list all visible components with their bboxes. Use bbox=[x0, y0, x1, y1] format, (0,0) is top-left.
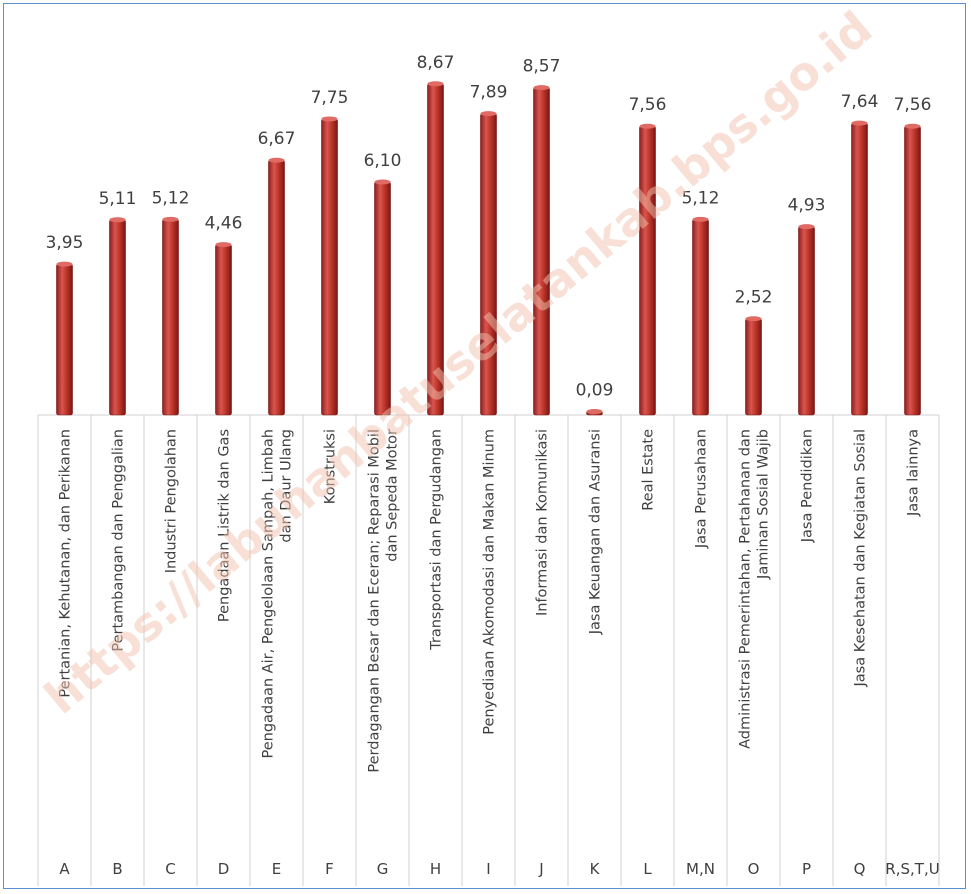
bar-cap bbox=[639, 123, 656, 129]
bar-cap bbox=[692, 216, 709, 222]
bar-A bbox=[56, 263, 73, 416]
category-label: Pengadaan Air, Pengelolaan Sampah, Limba… bbox=[261, 429, 277, 759]
category-label: Pertambangan dan Penggalian bbox=[111, 429, 127, 652]
bar-R,S,T,U bbox=[904, 125, 921, 416]
category-code: R,S,T,U bbox=[885, 860, 939, 878]
value-label: 7,89 bbox=[470, 83, 508, 103]
bar-G bbox=[374, 181, 391, 416]
bar-cap bbox=[215, 242, 232, 248]
value-label: 0,09 bbox=[576, 381, 614, 401]
value-label: 5,12 bbox=[682, 188, 720, 208]
category-label: dan Daur Ulang bbox=[279, 429, 295, 543]
category-label: Real Estate bbox=[641, 429, 657, 511]
category-label: Industri Pengolahan bbox=[164, 429, 180, 573]
category-label: Jasa Keuangan dan Asuransi bbox=[588, 429, 604, 635]
bars bbox=[56, 81, 921, 416]
value-label: 8,57 bbox=[523, 57, 561, 77]
category-code: G bbox=[377, 860, 389, 878]
category-code: O bbox=[748, 860, 760, 878]
bar-cap bbox=[427, 81, 444, 87]
value-label: 5,11 bbox=[99, 189, 137, 209]
category-code: I bbox=[486, 860, 490, 878]
category-code: H bbox=[430, 860, 441, 878]
category-label: Perdagangan Besar dan Eceran; Reparasi M… bbox=[367, 429, 383, 773]
value-label: 3,95 bbox=[46, 233, 84, 253]
bar-cap bbox=[321, 116, 338, 122]
category-label: Konstruksi bbox=[323, 429, 339, 504]
bar-C bbox=[162, 219, 179, 416]
value-label: 6,10 bbox=[364, 151, 402, 171]
category-code: L bbox=[643, 860, 652, 878]
category-code: A bbox=[59, 860, 70, 878]
bar-cap bbox=[109, 217, 126, 223]
bar-cap bbox=[162, 216, 179, 222]
category-code: J bbox=[538, 860, 543, 878]
bar-cap bbox=[586, 409, 603, 415]
bar-cap bbox=[56, 261, 73, 267]
category-code: E bbox=[272, 860, 281, 878]
category-label: Jasa lainnya bbox=[906, 429, 922, 517]
bar-M,N bbox=[692, 219, 709, 416]
value-label: 7,64 bbox=[841, 92, 879, 112]
category-code: Q bbox=[854, 860, 866, 878]
category-code: B bbox=[112, 860, 122, 878]
bar-O bbox=[745, 318, 762, 416]
value-label: 8,67 bbox=[417, 53, 455, 73]
bar-P bbox=[798, 226, 815, 416]
bar-D bbox=[215, 244, 232, 416]
bar-cap bbox=[745, 316, 762, 322]
category-label: Jaminan Sosial Wajib bbox=[756, 429, 772, 580]
value-labels: 3,95 5,11 5,12 4,46 6,67 7,75 6,10 8,67 7,89 8,57… bbox=[46, 53, 932, 401]
bar-chart: 3,95 5,11 5,12 4,46 6,67 7,75 6,10 8,67 7,89 8,57… bbox=[34, 4, 940, 886]
category-label: Jasa Kesehatan dan Kegiatan Sosial bbox=[853, 429, 869, 688]
category-label: Administrasi Pemerintahan, Pertahanan da… bbox=[738, 429, 754, 749]
value-label: 7,56 bbox=[629, 95, 667, 115]
value-label: 6,67 bbox=[258, 129, 296, 149]
bar-Q bbox=[851, 122, 868, 416]
bar-cap bbox=[268, 157, 285, 163]
value-label: 4,93 bbox=[788, 196, 826, 216]
category-code: P bbox=[802, 860, 811, 878]
value-label: 2,52 bbox=[735, 288, 773, 308]
value-label: 7,75 bbox=[311, 88, 349, 108]
bar-F bbox=[321, 118, 338, 416]
category-code: D bbox=[218, 860, 230, 878]
category-label: Penyediaan Akomodasi dan Makan Minum bbox=[482, 429, 498, 735]
value-label: 4,46 bbox=[205, 214, 243, 234]
bar-J bbox=[533, 87, 550, 416]
category-label: Pengadaan Listrik dan Gas bbox=[217, 429, 233, 622]
category-label: Pertanian, Kehutanan, dan Perikanan bbox=[58, 429, 74, 698]
category-label: Jasa Perusahaan bbox=[694, 429, 710, 549]
bar-E bbox=[268, 159, 285, 416]
category-code: F bbox=[325, 860, 334, 878]
category-code: C bbox=[165, 860, 175, 878]
bar-cap bbox=[851, 120, 868, 126]
category-label: Transportasi dan Pergudangan bbox=[429, 429, 445, 651]
value-label: 5,12 bbox=[152, 188, 190, 208]
bar-cap bbox=[798, 224, 815, 230]
category-code: M,N bbox=[686, 860, 715, 878]
category-grid bbox=[37, 414, 940, 886]
bar-cap bbox=[904, 123, 921, 129]
chart-frame: 3,95 5,11 5,12 4,46 6,67 7,75 6,10 8,67 7,89 8,57… bbox=[3, 3, 966, 889]
value-label: 7,56 bbox=[894, 95, 932, 115]
category-labels: Pertanian, Kehutanan, dan Perikanan Perta… bbox=[58, 429, 922, 773]
bar-cap bbox=[533, 85, 550, 91]
bar-cap bbox=[480, 111, 497, 117]
bar-B bbox=[109, 219, 126, 416]
category-code: K bbox=[590, 860, 601, 878]
bar-cap bbox=[374, 179, 391, 185]
category-label: Jasa Pendidikan bbox=[800, 429, 816, 543]
category-codes: A B C D E F G H I J K L M,N O P Q R,S,T,U bbox=[59, 860, 939, 878]
category-label: dan Sepeda Motor bbox=[385, 429, 401, 562]
category-label: Informasi dan Komunikasi bbox=[535, 429, 551, 616]
